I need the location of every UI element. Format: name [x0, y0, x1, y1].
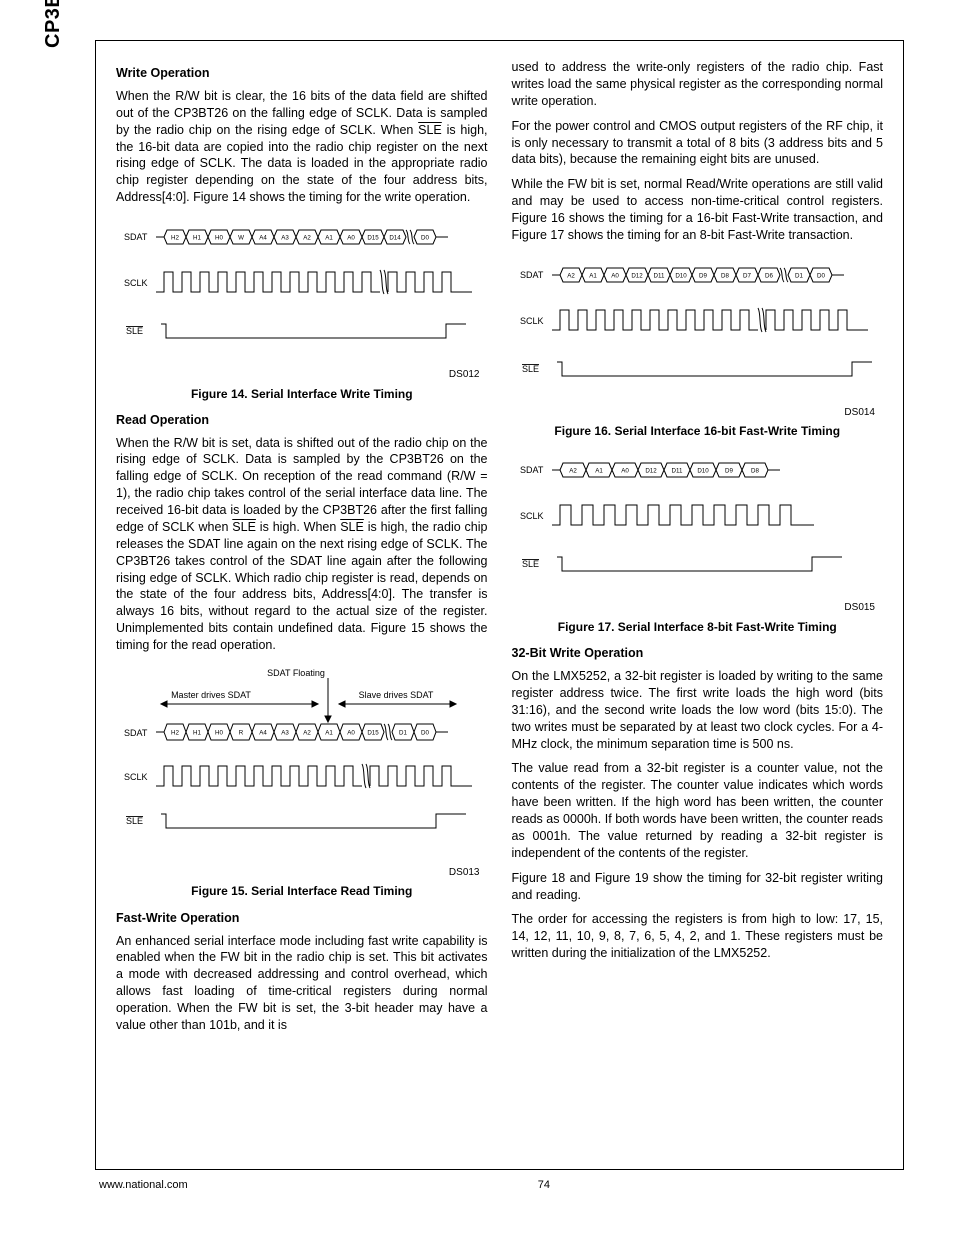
svg-text:A2: A2 [303, 234, 311, 241]
svg-text:SDAT Floating: SDAT Floating [267, 668, 325, 678]
right-column: used to address the write-only registers… [512, 59, 884, 1151]
fast-write-paragraph: An enhanced serial interface mode includ… [116, 933, 488, 1034]
svg-text:D0: D0 [421, 729, 429, 736]
col2-p2: For the power control and CMOS output re… [512, 118, 884, 169]
svg-text:D1: D1 [795, 272, 803, 279]
svg-text:A2: A2 [303, 729, 311, 736]
svg-text:SLE: SLE [126, 326, 143, 336]
svg-text:SCLK: SCLK [124, 278, 148, 288]
svg-text:SLE: SLE [126, 816, 143, 826]
svg-text:SCLK: SCLK [520, 316, 544, 326]
read-op-paragraph: When the R/W bit is set, data is shifted… [116, 435, 488, 654]
svg-text:H2: H2 [171, 234, 179, 241]
svg-text:A0: A0 [347, 729, 355, 736]
svg-text:A0: A0 [611, 272, 619, 279]
timing-diagram-15: SDAT Floating Master drives SDAT Slave d… [116, 664, 476, 864]
svg-text:Slave drives SDAT: Slave drives SDAT [359, 690, 434, 700]
bit32-p3: Figure 18 and Figure 19 show the timing … [512, 870, 884, 904]
svg-text:SLE: SLE [522, 559, 539, 569]
svg-text:D6: D6 [765, 272, 773, 279]
svg-text:D10: D10 [697, 468, 709, 475]
ds-label-14: DS012 [116, 368, 488, 382]
bit32-p4: The order for accessing the registers is… [512, 911, 884, 962]
figure-17: SDAT A2A1A0D12D11D10D9D8 SCLK SLE DS015 … [512, 449, 884, 635]
page-frame: Write Operation When the R/W bit is clea… [95, 40, 904, 1170]
svg-text:A0: A0 [347, 234, 355, 241]
bit32-p2: The value read from a 32-bit register is… [512, 760, 884, 861]
bit32-p1: On the LMX5252, a 32-bit register is loa… [512, 668, 884, 752]
figure-16: SDAT A2 A1 A0 D12 D11 D10 D9 D8 D7 D6 D1 D0 SCLK SL… [512, 254, 884, 440]
fast-write-heading: Fast-Write Operation [116, 910, 488, 927]
svg-text:H2: H2 [171, 729, 179, 736]
col2-p1: used to address the write-only registers… [512, 59, 884, 110]
svg-text:D10: D10 [675, 272, 687, 279]
svg-text:H0: H0 [215, 234, 223, 241]
chip-label: CP3BT26 [40, 0, 67, 48]
left-column: Write Operation When the R/W bit is clea… [116, 59, 488, 1151]
svg-text:D8: D8 [721, 272, 729, 279]
svg-text:D1: D1 [399, 729, 407, 736]
figure-15-caption: Figure 15. Serial Interface Read Timing [116, 883, 488, 899]
svg-text:D11: D11 [671, 468, 682, 475]
svg-text:A2: A2 [567, 272, 575, 279]
read-op-heading: Read Operation [116, 412, 488, 429]
timing-diagram-17: SDAT A2 A1 A0 D12 D11 D10 D9 D8 SCLK SLE [512, 449, 882, 599]
footer-page: 74 [538, 1178, 550, 1193]
ds-label-17: DS015 [512, 601, 884, 615]
svg-text:A1: A1 [595, 468, 603, 475]
svg-text:D12: D12 [645, 468, 657, 475]
svg-text:D15: D15 [367, 234, 379, 241]
svg-text:D15: D15 [367, 729, 379, 736]
svg-text:A4: A4 [259, 729, 267, 736]
svg-text:SDAT: SDAT [520, 270, 544, 280]
ds-label-16: DS014 [512, 406, 884, 420]
figure-17-caption: Figure 17. Serial Interface 8-bit Fast-W… [512, 619, 884, 635]
timing-diagram-14: SDAT H2 H1 H0 W A4 A3 A2 A1 A0 D15 D14 D0 SCLK SLE [116, 216, 476, 366]
figure-15: SDAT Floating Master drives SDAT Slave d… [116, 664, 488, 900]
svg-text:Master drives SDAT: Master drives SDAT [171, 690, 251, 700]
svg-text:A0: A0 [621, 468, 629, 475]
ds-label-15: DS013 [116, 866, 488, 880]
svg-text:A3: A3 [281, 729, 289, 736]
figure-16-caption: Figure 16. Serial Interface 16-bit Fast-… [512, 423, 884, 439]
svg-text:D0: D0 [421, 234, 429, 241]
svg-text:A2: A2 [569, 468, 577, 475]
svg-text:D11: D11 [653, 272, 664, 279]
svg-text:A4: A4 [259, 234, 267, 241]
col2-p3: While the FW bit is set, normal Read/Wri… [512, 176, 884, 244]
footer-url: www.national.com [99, 1178, 188, 1193]
timing-diagram-16: SDAT A2 A1 A0 D12 D11 D10 D9 D8 D7 D6 D1 D0 SCLK SL… [512, 254, 882, 404]
svg-text:SDAT: SDAT [124, 232, 148, 242]
svg-text:A3: A3 [281, 234, 289, 241]
svg-text:SCLK: SCLK [520, 511, 544, 521]
svg-text:D14: D14 [389, 234, 401, 241]
svg-text:A1: A1 [589, 272, 597, 279]
svg-text:H1: H1 [193, 729, 201, 736]
svg-text:D12: D12 [631, 272, 643, 279]
svg-text:SCLK: SCLK [124, 772, 148, 782]
svg-text:W: W [238, 234, 244, 241]
figure-14-caption: Figure 14. Serial Interface Write Timing [116, 386, 488, 402]
page-footer: www.national.com 74 [95, 1178, 904, 1193]
svg-text:D9: D9 [699, 272, 707, 279]
svg-text:H0: H0 [215, 729, 223, 736]
write-op-paragraph: When the R/W bit is clear, the 16 bits o… [116, 88, 488, 206]
svg-text:D8: D8 [751, 468, 759, 475]
svg-text:SDAT: SDAT [124, 728, 148, 738]
bit32-heading: 32-Bit Write Operation [512, 645, 884, 662]
svg-text:SLE: SLE [522, 364, 539, 374]
svg-text:H1: H1 [193, 234, 201, 241]
write-op-heading: Write Operation [116, 65, 488, 82]
svg-text:D7: D7 [743, 272, 751, 279]
svg-text:A1: A1 [325, 729, 333, 736]
svg-text:D9: D9 [725, 468, 733, 475]
svg-text:SDAT: SDAT [520, 465, 544, 475]
svg-text:A1: A1 [325, 234, 333, 241]
figure-14: SDAT H2H1H0WA4A3A2A1A0D15D14D0 SCLK SLE … [116, 216, 488, 402]
svg-text:D0: D0 [817, 272, 825, 279]
svg-text:R: R [239, 729, 244, 736]
